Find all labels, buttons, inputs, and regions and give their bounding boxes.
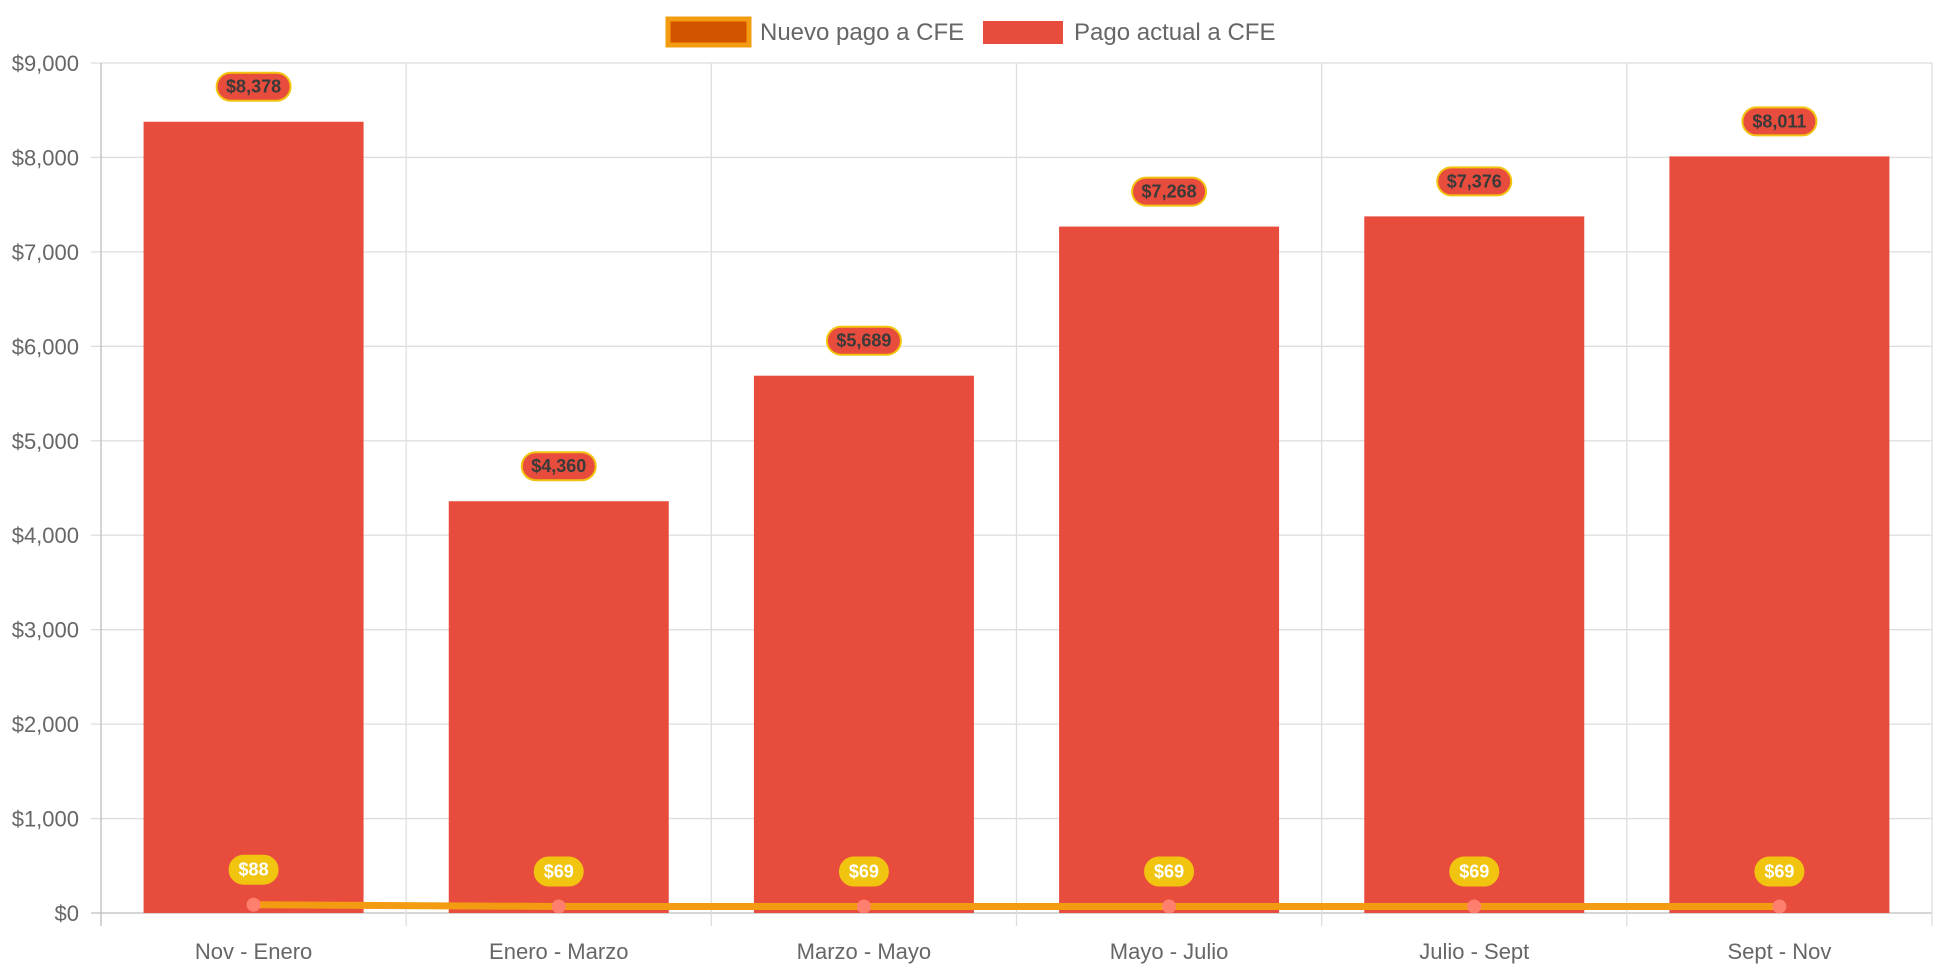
bar-0[interactable] [143,121,364,913]
bar-label-badge [215,71,292,102]
bar-label-badge [1436,166,1513,197]
x-tick-label: Mayo - Julio [1110,939,1229,964]
line-point-5[interactable] [1772,899,1787,914]
line-label-badge [533,856,584,887]
y-tick-label: $4,000 [12,523,79,548]
bar-value-label: $8,378 [226,77,281,97]
x-tick-label: Marzo - Mayo [797,939,931,964]
bar-label-badge [825,325,902,356]
legend-item-pago-actual[interactable]: Pago actual a CFE [983,19,1275,46]
y-tick-label: $1,000 [12,807,79,832]
y-tick-label: $5,000 [12,429,79,454]
bar-value-label: $8,011 [1752,111,1806,131]
data-labels: $8,378 $4,360 $5,689 $7,268 $7,376 $8,011 $88 $… [215,71,1818,887]
line-value-label: $69 [849,861,879,881]
bar-1[interactable] [448,501,669,913]
x-tick-label: Nov - Enero [195,939,312,964]
bar-label-badge [520,451,597,482]
bar-5[interactable] [1669,156,1890,914]
y-tick-label: $3,000 [12,618,79,643]
bar-value-label: $7,268 [1142,182,1197,202]
bar-label-badge [1131,176,1208,207]
bar-4[interactable] [1364,216,1585,913]
legend: Nuevo pago a CFE Pago actual a CFE [665,16,1275,48]
legend-swatch-pago-actual [983,21,1063,44]
bar-value-label: $7,376 [1447,171,1502,191]
line-label-badge [228,854,279,885]
bar-value-label: $5,689 [836,331,891,351]
line-value-label: $69 [1764,861,1794,881]
line-point-0[interactable] [246,897,261,912]
x-tick-label: Enero - Marzo [489,939,628,964]
legend-label-pago-actual: Pago actual a CFE [1074,19,1275,46]
y-tick-label: $7,000 [12,240,79,265]
line-value-label: $69 [544,861,574,881]
line-label-badge [1449,856,1500,887]
line-point-1[interactable] [551,899,566,914]
y-tick-label: $0 [55,901,79,926]
grid-lines [91,62,1933,926]
line-path-nuevo-pago [253,901,1780,910]
legend-swatch-nuevo-pago [665,16,752,48]
x-tick-label: Sept - Nov [1727,939,1831,964]
line-point-2[interactable] [856,899,871,914]
line-label-badge [1754,856,1805,887]
bar-3[interactable] [1059,226,1280,914]
y-tick-label: $8,000 [12,145,79,170]
bar-label-badge [1741,106,1818,137]
y-tick-label: $2,000 [12,712,79,737]
legend-label-nuevo-pago: Nuevo pago a CFE [760,19,964,46]
line-value-label: $69 [1154,861,1184,881]
line-point-3[interactable] [1162,899,1177,914]
line-point-4[interactable] [1467,899,1482,914]
bar-value-label: $4,360 [531,456,586,476]
y-axis: $0 $1,000 $2,000 $3,000 $4,000 $5,000 $6,000 $7… [12,51,79,926]
line-series-nuevo-pago [246,897,1787,914]
line-label-badge [1144,856,1195,887]
x-axis: Nov - Enero Enero - Marzo Marzo - Mayo Mayo… [195,939,1831,964]
line-label-badge [838,856,889,887]
line-value-label: $69 [1459,861,1489,881]
legend-item-nuevo-pago[interactable]: Nuevo pago a CFE [665,16,964,48]
y-tick-label: $9,000 [12,51,79,76]
line-value-label: $88 [239,860,269,880]
bar-series-pago-actual [143,121,1890,914]
bar-2[interactable] [753,375,974,913]
x-tick-label: Julio - Sept [1419,939,1529,964]
y-tick-label: $6,000 [12,334,79,359]
